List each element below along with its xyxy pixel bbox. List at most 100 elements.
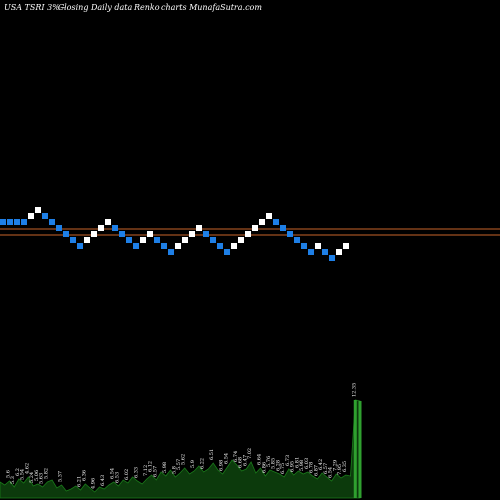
renko-bricks [0,207,349,261]
renko-brick-up [315,243,321,249]
volume-value-label: 6.75 [280,463,286,474]
volume-value-label: 5.63 [39,473,45,484]
volume-value-label: 6.78 [309,462,315,473]
renko-brick-down [287,231,293,237]
renko-brick-up [175,243,181,249]
renko-brick-down [112,225,118,231]
volume-value-label: 5.8 [171,466,177,474]
volume-value-label: 5.06 [34,470,40,481]
renko-brick-down [224,249,230,255]
renko-brick-down [210,237,216,243]
volume-value-label: 7.95 [337,464,343,475]
renko-brick-down [161,243,167,249]
volume-spike-bar [353,400,357,498]
renko-brick-down [49,219,55,225]
volume-area-shape [0,399,361,499]
renko-brick-up [252,225,258,231]
ticker-label: USA TSRI 3%~ [4,3,66,12]
volume-area [0,399,362,499]
volume-value-label: 6.35 [342,461,348,472]
renko-brick-down [273,219,279,225]
volume-value-label: 5.3 [10,476,16,484]
volume-value-label: 6.64 [257,454,263,465]
volume-value-label: 6.02 [124,469,130,480]
renko-brick-down [154,237,160,243]
volume-value-label: 6.43 [100,475,106,486]
renko-brick-up [231,243,237,249]
volume-value-label: 6.57 [152,466,158,477]
volume-value-label: 6.73 [285,455,291,466]
data-description: Closing Daily data [58,3,132,12]
renko-brick-down [70,237,76,243]
volume-value-label: 5.24 [29,472,35,483]
renko-brick-up [238,237,244,243]
renko-brick-up [189,231,195,237]
volume-value-label: 7.12 [143,465,149,476]
volume-value-label: 6.54 [328,467,334,478]
renko-brick-up [259,219,265,225]
volume-value-label: 6.22 [200,458,206,469]
volume-value-label: 5.6 [6,470,12,478]
renko-brick-up [35,207,41,213]
volume-value-label: 6.47 [242,455,248,466]
renko-brick-up [147,231,153,237]
volume-value-label: 7.02 [247,448,253,459]
renko-brick-down [63,231,69,237]
volume-value-label: 12.35 [351,383,357,397]
renko-brick-down [56,225,62,231]
renko-brick-down [126,237,132,243]
renko-brick-down [301,243,307,249]
volume-value-label: 5.76 [266,456,272,467]
renko-brick-down [7,219,13,225]
volume-value-label: 7.29 [332,460,338,471]
volume-value-label: 6.57 [323,463,329,474]
volume-value-label: 6.2 [15,468,21,476]
volume-value-label: 6.98 [219,460,225,471]
volume-value-label: 5.3 [0,459,2,467]
volume-value-label: 4.96 [91,478,97,489]
renko-brick-down [217,243,223,249]
volume-value-labels: 45.35.65.36.25.544.625.245.065.635.825.3… [0,383,357,489]
volume-value-label: 6.53 [114,472,120,483]
volume-value-label: 4.62 [24,463,30,474]
volume-value-label: 4 [0,476,2,479]
volume-value-label: 6.95 [290,461,296,472]
renko-brick-down [133,243,139,249]
volume-value-label: 6.51 [209,449,215,460]
volume-value-label: 5.37 [58,471,64,482]
volume-value-label: 6.03 [304,458,310,469]
renko-brick-up [91,231,97,237]
renko-brick-down [322,249,328,255]
volume-value-label: 5.62 [181,454,187,465]
volume-value-label: 5.57 [176,459,182,470]
renko-brick-up [336,249,342,255]
volume-value-label: 5.82 [43,468,49,479]
renko-brick-down [14,219,20,225]
volume-value-label: 6.68 [238,457,244,468]
renko-brick-down [42,213,48,219]
renko-brick-down [329,255,335,261]
renko-brick-down [294,237,300,243]
renko-brick-down [119,231,125,237]
volume-value-label: 6.86 [261,462,267,473]
renko-brick-up [98,225,104,231]
volume-value-label: 6.21 [77,476,83,487]
renko-brick-up [105,219,111,225]
volume-value-label: 6.12 [148,461,154,472]
volume-value-label: 5.98 [299,460,305,471]
volume-spike-bar [358,401,362,498]
volume-value-label: 6.81 [294,457,300,468]
renko-brick-up [343,243,349,249]
renko-brick-down [77,243,83,249]
chart-header: USA TSRI 3%~ Closing Daily data Renko ch… [4,3,262,12]
volume-value-label: 6.42 [318,459,324,470]
renko-brick-down [308,249,314,255]
volume-value-label: 6.54 [110,468,116,479]
volume-value-label: 6.33 [133,467,139,478]
renko-brick-up [196,225,202,231]
volume-value-label: 5.54 [20,469,26,480]
renko-brick-up [182,237,188,243]
renko-brick-down [168,249,174,255]
volume-value-label: 6.74 [233,451,239,462]
